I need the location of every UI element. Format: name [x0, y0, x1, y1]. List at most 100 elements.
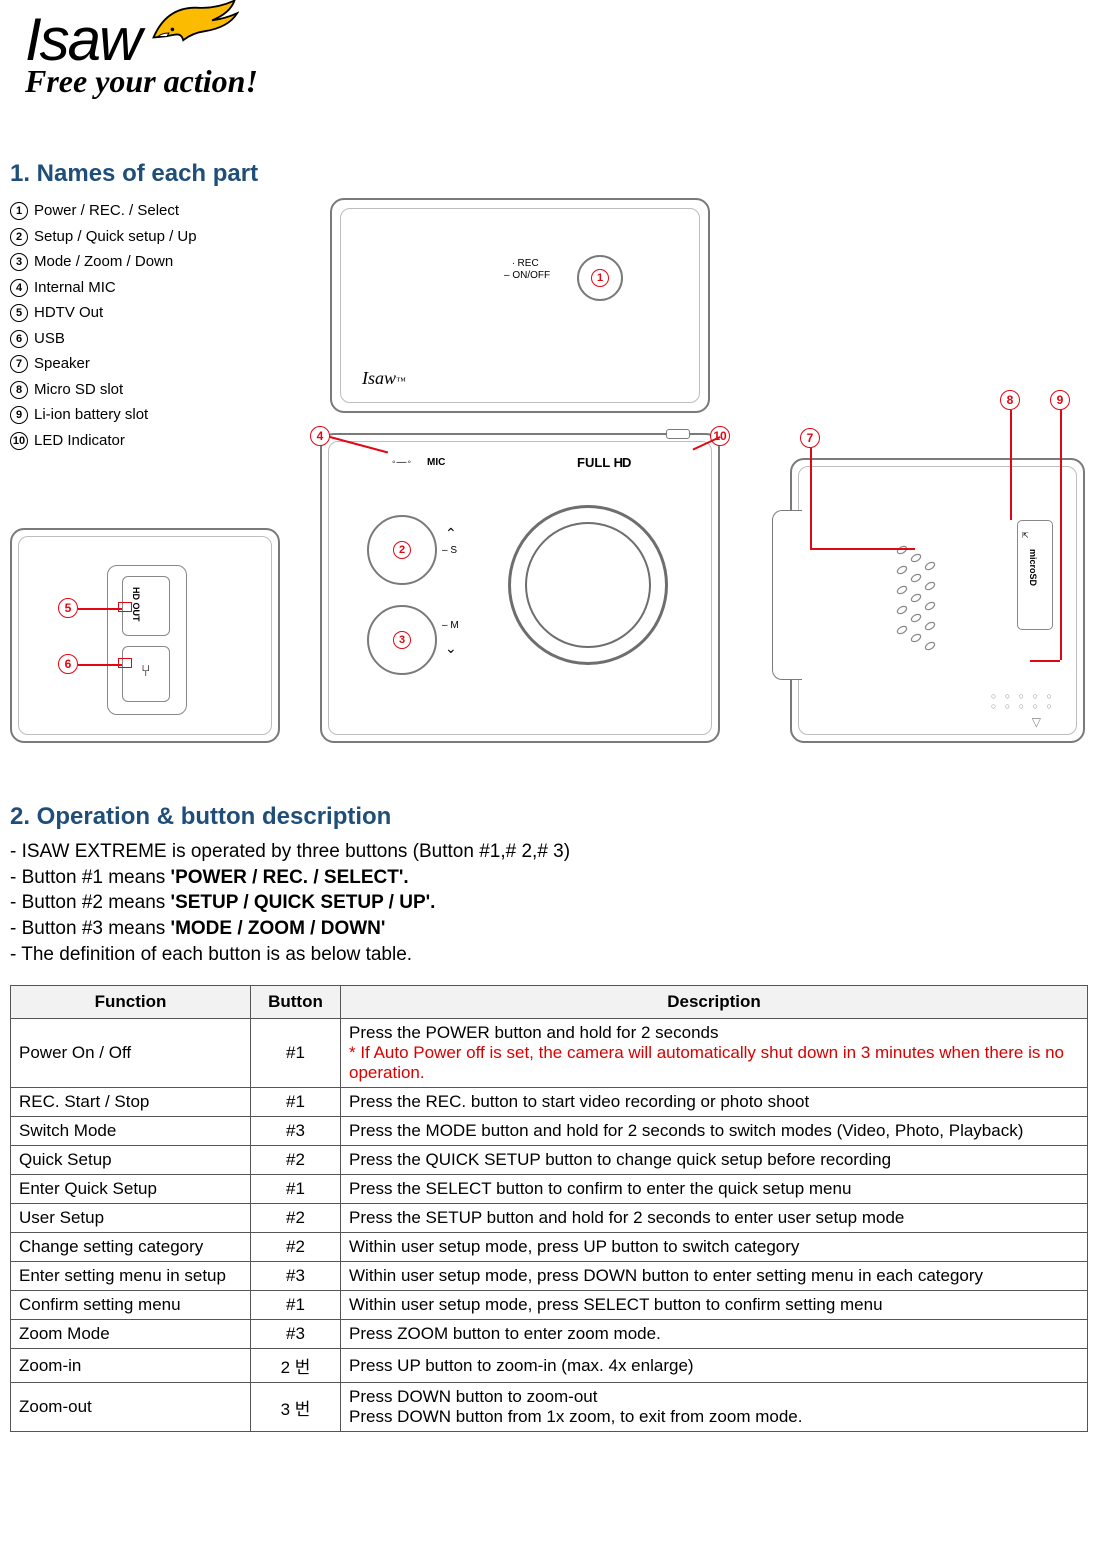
part-number-icon: 1	[10, 202, 28, 220]
cell-description: Within user setup mode, press DOWN butto…	[341, 1262, 1088, 1291]
parts-list-item: 8 Micro SD slot	[10, 377, 197, 403]
cell-button: 3 번	[251, 1383, 341, 1432]
cell-description: Press the POWER button and hold for 2 se…	[341, 1019, 1088, 1088]
microsd-label: microSD	[1028, 549, 1038, 586]
part-number-icon: 3	[10, 253, 28, 271]
rec-label-1: ∙ REC	[512, 258, 539, 269]
cell-description: Press the REC. button to start video rec…	[341, 1088, 1088, 1117]
description-line: - Button #3 means 'MODE / ZOOM / DOWN'	[10, 916, 1093, 942]
parts-list-item: 7 Speaker	[10, 351, 197, 377]
callout-4: 4	[310, 426, 330, 446]
description-line: - ISAW EXTREME is operated by three butt…	[10, 839, 1093, 865]
table-row: Confirm setting menu#1Within user setup …	[11, 1291, 1088, 1320]
part-label: Mode / Zoom / Down	[34, 253, 173, 270]
cell-function: Zoom-out	[11, 1383, 251, 1432]
cell-button: #1	[251, 1019, 341, 1088]
table-row: Change setting category#2Within user set…	[11, 1233, 1088, 1262]
mic-label: MIC	[427, 457, 445, 468]
table-row: User Setup#2Press the SETUP button and h…	[11, 1204, 1088, 1233]
part-number-icon: 7	[10, 355, 28, 373]
cell-function: Switch Mode	[11, 1117, 251, 1146]
table-row: Enter setting menu in setup#3Within user…	[11, 1262, 1088, 1291]
section2-title: 2. Operation & button description	[10, 803, 1093, 831]
cell-button: #1	[251, 1291, 341, 1320]
mini-logo: Isaw™	[362, 368, 406, 389]
s-mark: – S	[442, 545, 457, 556]
part-number-icon: 6	[10, 330, 28, 348]
cell-button: #2	[251, 1233, 341, 1262]
parts-list-item: 3 Mode / Zoom / Down	[10, 249, 197, 275]
part-number-icon: 8	[10, 381, 28, 399]
section1-title: 1. Names of each part	[10, 160, 1093, 188]
m-mark: – M	[442, 620, 459, 631]
cell-button: #3	[251, 1262, 341, 1291]
cell-button: #1	[251, 1175, 341, 1204]
cell-function: Zoom-in	[11, 1349, 251, 1383]
part-number-icon: 9	[10, 406, 28, 424]
part-label: Micro SD slot	[34, 381, 123, 398]
cell-description: Press the SETUP button and hold for 2 se…	[341, 1204, 1088, 1233]
cell-description: Within user setup mode, press UP button …	[341, 1233, 1088, 1262]
part-label: Setup / Quick setup / Up	[34, 228, 197, 245]
cell-button: #3	[251, 1320, 341, 1349]
table-row: Zoom-in2 번Press UP button to zoom-in (ma…	[11, 1349, 1088, 1383]
part-label: LED Indicator	[34, 432, 125, 449]
callout-9: 9	[1050, 390, 1070, 410]
table-header: Description	[341, 986, 1088, 1019]
cell-description: Press the QUICK SETUP button to change q…	[341, 1146, 1088, 1175]
description-line: - Button #1 means 'POWER / REC. / SELECT…	[10, 865, 1093, 891]
part-label: HDTV Out	[34, 304, 103, 321]
cell-button: #2	[251, 1204, 341, 1233]
cell-function: Confirm setting menu	[11, 1291, 251, 1320]
cell-description: Press DOWN button to zoom-outPress DOWN …	[341, 1383, 1088, 1432]
part-number-icon: 5	[10, 304, 28, 322]
cell-description: Press ZOOM button to enter zoom mode.	[341, 1320, 1088, 1349]
table-row: Enter Quick Setup#1Press the SELECT butt…	[11, 1175, 1088, 1204]
description-line: - Button #2 means 'SETUP / QUICK SETUP /…	[10, 890, 1093, 916]
logo-name: Isaw	[25, 0, 258, 67]
camera-back-view: ◦—◦ MIC FULL HD 2 ⌃ – S 3 – M ⌄	[320, 433, 720, 743]
cell-button: #1	[251, 1088, 341, 1117]
table-header: Button	[251, 986, 341, 1019]
table-row: Zoom-out3 번Press DOWN button to zoom-out…	[11, 1383, 1088, 1432]
callout-6: 6	[58, 654, 78, 674]
fullhd-label: FULL HD	[577, 455, 630, 470]
logo-text: Isaw	[25, 6, 140, 73]
cell-button: 2 번	[251, 1349, 341, 1383]
camera-top-view: 1 ∙ REC – ON/OFF Isaw™	[330, 198, 710, 413]
cell-function: Quick Setup	[11, 1146, 251, 1175]
parts-list-item: 9Li-ion battery slot	[10, 402, 197, 428]
part-number-icon: 2	[10, 228, 28, 246]
cell-button: #3	[251, 1117, 341, 1146]
hdout-label: HD OUT	[131, 587, 141, 622]
eagle-icon	[134, 0, 239, 67]
part-number-icon: 4	[10, 279, 28, 297]
table-row: Switch Mode#3Press the MODE button and h…	[11, 1117, 1088, 1146]
cell-function: Power On / Off	[11, 1019, 251, 1088]
cell-function: Zoom Mode	[11, 1320, 251, 1349]
part-label: Internal MIC	[34, 279, 116, 296]
function-table: FunctionButtonDescription Power On / Off…	[10, 985, 1088, 1432]
part-label: Power / REC. / Select	[34, 202, 179, 219]
camera-left-view: HD OUT ⑂	[10, 528, 280, 743]
table-row: Zoom Mode#3Press ZOOM button to enter zo…	[11, 1320, 1088, 1349]
table-row: Quick Setup#2Press the QUICK SETUP butto…	[11, 1146, 1088, 1175]
table-header: Function	[11, 986, 251, 1019]
part-label: USB	[34, 330, 65, 347]
cell-function: REC. Start / Stop	[11, 1088, 251, 1117]
cell-description: Within user setup mode, press SELECT but…	[341, 1291, 1088, 1320]
cell-button: #2	[251, 1146, 341, 1175]
part-number-icon: 10	[10, 432, 28, 450]
callout-5: 5	[58, 598, 78, 618]
parts-diagram: 1 Power / REC. / Select 2 Setup / Quick set…	[10, 198, 1090, 758]
cell-function: Enter setting menu in setup	[11, 1262, 251, 1291]
camera-right-view: ⇱ microSD ○ ○ ○ ○ ○○ ○ ○ ○ ○ ▽	[790, 458, 1085, 743]
cell-function: Change setting category	[11, 1233, 251, 1262]
parts-list: 1 Power / REC. / Select 2 Setup / Quick set…	[10, 198, 197, 453]
part-label: Speaker	[34, 355, 90, 372]
cell-description: Press UP button to zoom-in (max. 4x enla…	[341, 1349, 1088, 1383]
callout-8: 8	[1000, 390, 1020, 410]
parts-list-item: 4 Internal MIC	[10, 275, 197, 301]
parts-list-item: 2 Setup / Quick setup / Up	[10, 224, 197, 250]
table-row: REC. Start / Stop#1Press the REC. button…	[11, 1088, 1088, 1117]
